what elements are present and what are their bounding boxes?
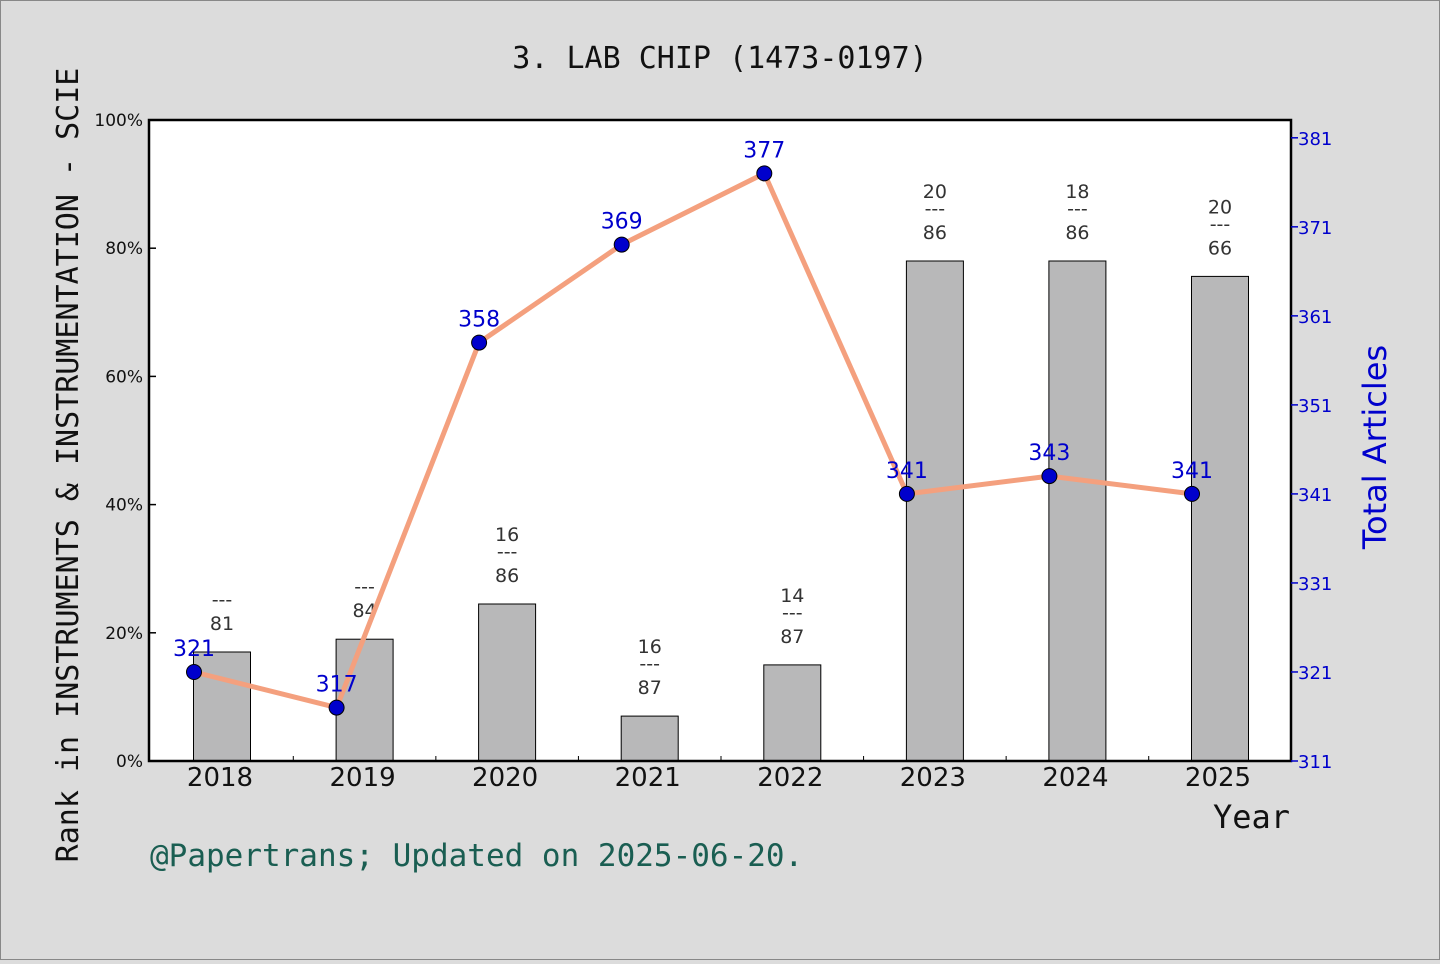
bar-2022 — [763, 664, 822, 762]
point-2021 — [613, 236, 630, 253]
point-2019 — [328, 699, 345, 716]
count-label-2022: 377 — [743, 138, 785, 163]
x-tick-label-2021: 2021 — [615, 763, 681, 793]
right-tick-label: 341 — [1298, 485, 1332, 506]
count-label-2020: 358 — [458, 308, 500, 333]
count-label-2025: 341 — [1171, 459, 1213, 484]
footer-credit: @Papertrans; Updated on 2025-06-20. — [150, 838, 803, 874]
total-articles-line — [191, 170, 1195, 711]
rank-separator-2025: --- — [1210, 213, 1231, 235]
x-tick-label-2022: 2022 — [757, 763, 823, 793]
right-axis: 311 321 331 341 351 361 371 381 — [1291, 129, 1332, 773]
rank-top-label-2023: 20 — [923, 181, 947, 203]
point-2018 — [186, 664, 202, 680]
x-tick-label-2018: 2018 — [187, 763, 253, 793]
left-tick-label: 40% — [105, 496, 143, 516]
right-tick-label: 381 — [1298, 129, 1332, 150]
count-label-2019: 317 — [316, 673, 358, 698]
right-tick-label: 351 — [1298, 396, 1332, 417]
line-layer — [186, 165, 1200, 716]
bar-2023 — [905, 260, 964, 762]
y2-axis-label: Total Articles — [1356, 345, 1394, 550]
count-label-2023: 341 — [886, 459, 928, 484]
rank-bottom-label-2022: 87 — [780, 626, 804, 648]
rank-top-label-2025: 20 — [1208, 196, 1232, 218]
rank-separator-2023: --- — [925, 198, 946, 220]
rank-bottom-label-2020: 86 — [495, 565, 519, 587]
x-axis-label: Year — [1213, 798, 1290, 836]
right-tick-label: 331 — [1298, 574, 1332, 595]
bars-layer — [193, 260, 1249, 762]
rank-labels-layer: ---81---8416---8616---8714---8720---8618… — [210, 181, 1232, 699]
rank-separator-2021: --- — [639, 653, 660, 675]
x-tick-label-2020: 2020 — [472, 763, 538, 793]
rank-separator-2022: --- — [782, 602, 803, 624]
rank-bottom-label-2021: 87 — [638, 677, 662, 699]
rank-separator-2024: --- — [1067, 198, 1088, 220]
bar-2019 — [335, 638, 394, 762]
bar-2024 — [1048, 260, 1107, 762]
right-tick-label: 371 — [1298, 218, 1332, 239]
bar-2025 — [1191, 275, 1249, 762]
rank-top-label-2024: 18 — [1065, 181, 1089, 203]
rank-bottom-label-2024: 86 — [1065, 222, 1089, 244]
count-label-2018: 321 — [173, 637, 215, 662]
left-tick-label: 20% — [105, 624, 143, 644]
x-axis: 2018 2019 2020 2021 2022 2023 2024 2025 — [187, 756, 1251, 793]
x-tick-label-2019: 2019 — [329, 763, 395, 793]
right-tick-label: 361 — [1298, 307, 1332, 328]
rank-bottom-label-2025: 66 — [1208, 237, 1232, 259]
bar-2020 — [478, 603, 537, 762]
left-tick-label: 80% — [105, 239, 143, 259]
x-tick-label-2025: 2025 — [1185, 763, 1251, 793]
count-labels-layer: 321 317 358 369 377 341 343 341 — [173, 138, 1213, 697]
point-2022 — [756, 165, 773, 182]
left-tick-label: 100% — [94, 111, 143, 131]
rank-top-label-2020: 16 — [495, 524, 519, 546]
bar-2021 — [620, 715, 679, 762]
rank-top-label-2022: 14 — [780, 585, 804, 607]
rank-bottom-label-2018: 81 — [210, 613, 234, 635]
plot-area — [149, 120, 1291, 761]
rank-separator-2018: --- — [212, 589, 233, 611]
left-axis: 0% 20% 40% 60% 80% 100% — [94, 111, 156, 772]
right-tick-label: 311 — [1298, 752, 1332, 773]
point-2025 — [1184, 485, 1200, 502]
bar-2018 — [193, 651, 251, 762]
rank-separator-2020: --- — [497, 541, 518, 563]
chart-title: 3. LAB CHIP (1473-0197) — [512, 41, 927, 76]
right-tick-label: 321 — [1298, 663, 1332, 684]
x-tick-label-2023: 2023 — [900, 763, 966, 793]
x-tick-label-2024: 2024 — [1042, 763, 1108, 793]
plot-frame — [147, 118, 1293, 763]
rank-separator-2019: --- — [354, 576, 375, 598]
rank-bottom-label-2023: 86 — [923, 222, 947, 244]
point-2024 — [1041, 468, 1058, 485]
count-label-2024: 343 — [1028, 441, 1070, 466]
rank-top-label-2021: 16 — [638, 636, 662, 658]
point-2020 — [471, 334, 488, 351]
y-axis-label: Rank in INSTRUMENTS & INSTRUMENTATION - … — [51, 68, 86, 863]
count-label-2021: 369 — [601, 210, 643, 235]
left-tick-label: 60% — [105, 367, 143, 387]
left-tick-label: 0% — [116, 752, 143, 772]
point-2023 — [898, 485, 915, 502]
